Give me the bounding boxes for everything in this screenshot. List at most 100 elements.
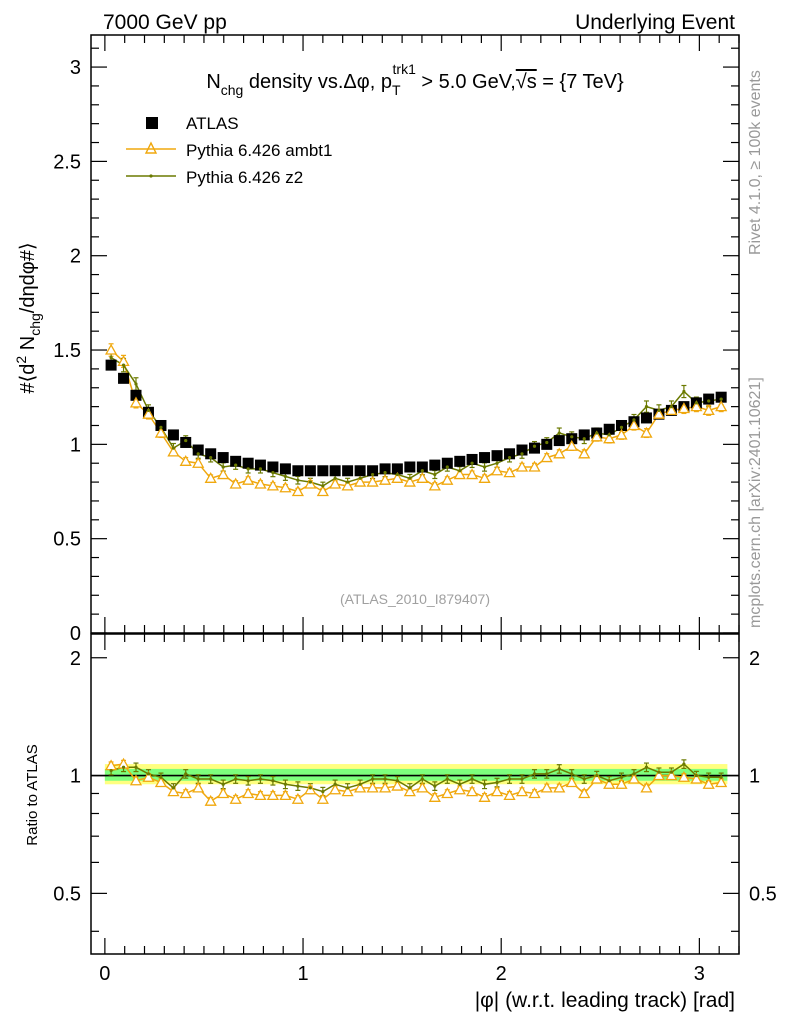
atlas-point [167, 429, 179, 441]
ratio-z2-point [669, 770, 674, 774]
z2-point [234, 463, 238, 467]
atlas-point [640, 412, 652, 424]
ratio-z2-point [445, 777, 449, 781]
ambt1-point [179, 454, 192, 466]
y-tick-label: 2.5 [53, 151, 81, 173]
legend-z2-marker [149, 174, 153, 178]
ratio-z2-point [557, 767, 561, 771]
z2-point [445, 465, 449, 469]
z2-point [595, 431, 599, 435]
atlas-point [615, 419, 627, 431]
ratio-z2-point [595, 773, 599, 778]
x-tick-label: 0 [99, 963, 110, 985]
atlas-point [479, 452, 491, 464]
ratio-ambt1-point [217, 787, 230, 799]
z2-point [258, 467, 263, 471]
ratio-ambt1-point [391, 779, 404, 791]
ratio-z2-point [296, 784, 300, 788]
legend-atlas-marker [146, 117, 158, 129]
z2-point [134, 382, 138, 386]
ratio-z2-point [283, 782, 287, 786]
ratio-z2-point [109, 768, 113, 773]
atlas-point [317, 465, 329, 477]
atlas-point [715, 391, 727, 403]
z2-point [370, 472, 375, 477]
ratio-z2-point [234, 777, 238, 781]
x-axis-label: |φ| (w.r.t. leading track) [rad] [475, 989, 735, 1012]
ambt1-point [366, 475, 379, 487]
z2-point [507, 455, 512, 460]
z2-point [607, 433, 611, 437]
z2-point [159, 425, 163, 429]
ratio-z2-point [420, 777, 424, 781]
ratio-z2-point [707, 775, 711, 779]
ambt1-point [354, 475, 367, 487]
z2-point [632, 418, 636, 422]
ratio-z2-point [433, 784, 437, 788]
ratio-z2-point [545, 772, 549, 776]
atlas-point [155, 419, 167, 431]
z2-point [209, 455, 213, 460]
x-tick-label: 3 [694, 963, 705, 985]
atlas-point [566, 433, 578, 445]
ratio-ambt1-point [478, 790, 491, 802]
y-tick-label: 0.5 [53, 529, 81, 551]
ratio-ambt1-point [316, 792, 329, 804]
y-tick-label: 2 [70, 246, 81, 268]
ratio-ambt1-point [291, 792, 304, 804]
ratio-z2-point [470, 777, 474, 781]
z2-point [346, 480, 350, 484]
ratio-z2-point [582, 777, 586, 781]
ambt1-point [242, 473, 255, 485]
rivet-caption: Rivet 4.1.0, ≥ 100k events [747, 70, 764, 255]
ratio-z2-point [346, 786, 350, 790]
z2-point [657, 408, 661, 413]
ratio-z2-point [495, 780, 499, 785]
atlas-point [516, 444, 528, 456]
atlas-point [118, 372, 130, 384]
ratio-z2-point [532, 772, 537, 776]
ambt1-point [291, 485, 304, 497]
z2-point [557, 431, 561, 435]
ambt1-point [690, 400, 703, 412]
ambt1-point [540, 451, 553, 463]
ratio-z2-point [246, 779, 250, 783]
atlas-point [304, 465, 316, 477]
ratio-ambt1-point [578, 787, 591, 799]
atlas-point [205, 448, 217, 460]
atlas-point [130, 389, 142, 401]
legend-atlas-label: ATLAS [186, 114, 239, 133]
ratio-ambt1-point [590, 772, 603, 784]
ratio-z2-point [221, 782, 225, 786]
z2-point [333, 476, 337, 480]
ambt1-point [441, 473, 454, 485]
atlas-point [703, 393, 715, 405]
ratio-ambt1-point [279, 789, 292, 801]
atlas-point [342, 465, 354, 477]
ambt1-point [677, 402, 691, 414]
ambt1-point [266, 479, 280, 491]
ratio-ambt1-point [229, 792, 242, 804]
z2-point [545, 440, 549, 445]
ambt1-point [528, 460, 541, 472]
y-tick-label: 0 [70, 623, 81, 645]
ambt1-point [378, 473, 392, 485]
ratio-ambt1-point [503, 789, 516, 801]
ratio-ambt1-point [154, 776, 168, 788]
ratio-z2-point [134, 765, 138, 769]
ratio-ambt1-point [490, 785, 504, 797]
ambt1-point [428, 479, 441, 491]
y-axis-label-ratio: Ratio to ATLAS [24, 744, 41, 845]
analysis-watermark: (ATLAS_2010_I879407) [340, 591, 490, 607]
ratio-ambt1-point [254, 789, 267, 801]
ratio-ambt1-point [416, 781, 429, 793]
ratio-ambt1-point [465, 785, 479, 797]
ratio-ambt1-point [540, 781, 553, 793]
z2-point [408, 476, 412, 480]
z2-point [520, 452, 524, 456]
atlas-point [279, 463, 291, 475]
atlas-point [466, 453, 478, 465]
z2-point [146, 408, 151, 413]
ratio-ambt1-point [702, 777, 715, 789]
ratio-ambt1-point [192, 781, 205, 793]
